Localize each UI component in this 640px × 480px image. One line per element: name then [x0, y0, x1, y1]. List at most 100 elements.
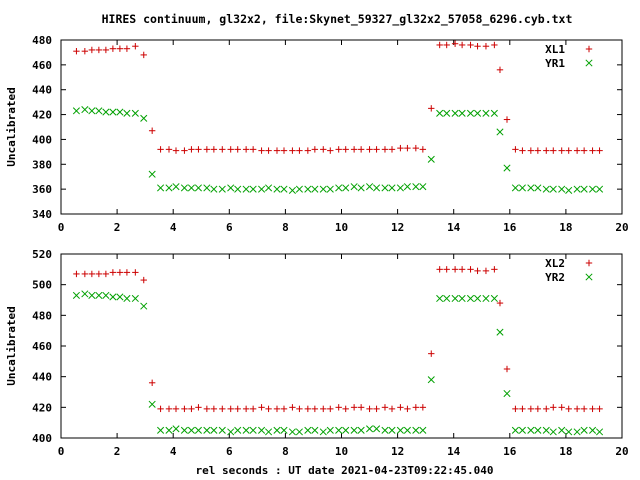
y-tick-label: 400: [32, 133, 52, 146]
data-point-d2: [258, 426, 266, 434]
data-point: [550, 147, 557, 154]
data-point: [194, 184, 202, 192]
data-point: [132, 269, 139, 276]
data-point-d2: [72, 291, 80, 299]
data-point: [210, 146, 218, 153]
data-point: [88, 46, 96, 54]
data-point-d2: [427, 376, 435, 384]
data-point-d2: [172, 425, 180, 433]
data-point: [181, 147, 188, 154]
data-point: [428, 350, 435, 357]
data-point: [109, 45, 117, 52]
data-point: [227, 184, 235, 192]
data-point: [404, 405, 411, 413]
data-point-d2: [140, 114, 148, 122]
data-point: [195, 146, 202, 153]
data-point: [188, 146, 195, 153]
data-point: [288, 186, 296, 194]
data-point-d2: [596, 428, 604, 436]
data-point: [373, 184, 381, 192]
data-point-d2: [109, 108, 117, 116]
y-tick-label: 460: [32, 59, 52, 72]
data-point: [542, 185, 550, 193]
data-point-d2: [295, 428, 303, 436]
data-point: [573, 428, 581, 436]
data-point-d2: [273, 185, 281, 193]
data-point: [436, 294, 444, 303]
data-point: [458, 41, 466, 49]
data-point: [588, 426, 597, 434]
data-point-d2: [319, 428, 327, 436]
y-tick-label: 340: [32, 208, 52, 221]
data-point: [388, 184, 396, 192]
data-point: [157, 184, 165, 192]
data-point: [373, 425, 381, 433]
data-point: [365, 425, 374, 433]
data-point: [227, 428, 235, 436]
data-point-d2: [335, 184, 343, 192]
legend-marker-d2: [585, 273, 593, 281]
data-point: [265, 405, 272, 413]
data-point-d2: [573, 428, 581, 436]
data-point: [140, 51, 147, 59]
data-point: [242, 426, 250, 434]
data-point: [558, 426, 566, 434]
data-point-d2: [249, 426, 257, 434]
data-point: [534, 184, 542, 192]
x-tick-label: 12: [391, 221, 404, 234]
data-point: [335, 184, 343, 192]
data-point: [443, 294, 451, 303]
legend-marker: [585, 45, 593, 53]
data-point-d2: [172, 183, 180, 191]
data-point: [289, 404, 296, 411]
data-point: [195, 404, 202, 411]
data-point: [419, 183, 427, 191]
data-point-d2: [436, 109, 444, 117]
x-tick-label: 6: [226, 445, 233, 458]
data-point: [542, 426, 550, 434]
data-point-d2: [131, 109, 139, 117]
data-point-d2: [81, 106, 89, 114]
data-point-d2: [72, 107, 80, 115]
y-tick-label: 500: [32, 279, 52, 292]
data-point-d2: [258, 185, 266, 193]
data-point: [350, 404, 358, 411]
data-point: [427, 155, 435, 163]
data-point: [357, 404, 365, 411]
data-point-d2: [357, 426, 365, 434]
data-point-d2: [304, 426, 312, 434]
data-point: [342, 184, 350, 192]
data-point-d2: [403, 426, 411, 434]
data-point-d2: [365, 425, 374, 433]
data-point-d2: [157, 184, 165, 192]
data-point-d2: [451, 294, 459, 303]
data-point-d2: [427, 155, 435, 163]
data-point: [187, 184, 195, 192]
data-point: [273, 185, 281, 193]
data-point-d2: [443, 109, 451, 117]
data-point-d2: [81, 290, 89, 298]
data-point-d2: [227, 428, 235, 436]
x-tick-label: 4: [170, 445, 177, 458]
data-point: [172, 425, 180, 433]
data-point: [503, 116, 511, 123]
data-point: [436, 109, 444, 117]
data-point: [482, 109, 490, 117]
data-point: [304, 147, 312, 154]
data-point: [388, 146, 396, 153]
data-point: [320, 146, 327, 153]
data-point: [102, 270, 110, 278]
data-point-d2: [165, 426, 173, 434]
data-point-d2: [518, 426, 526, 434]
data-point-d2: [490, 294, 498, 303]
data-point: [412, 426, 420, 434]
data-point-d2: [311, 185, 319, 193]
x-tick-label: 16: [503, 221, 517, 234]
data-point: [273, 405, 281, 413]
legend-label: YR2: [545, 271, 565, 284]
data-point-d2: [549, 185, 557, 193]
data-point: [451, 294, 459, 303]
data-point: [491, 41, 498, 49]
data-point: [490, 109, 498, 117]
data-point-d2: [381, 184, 389, 192]
